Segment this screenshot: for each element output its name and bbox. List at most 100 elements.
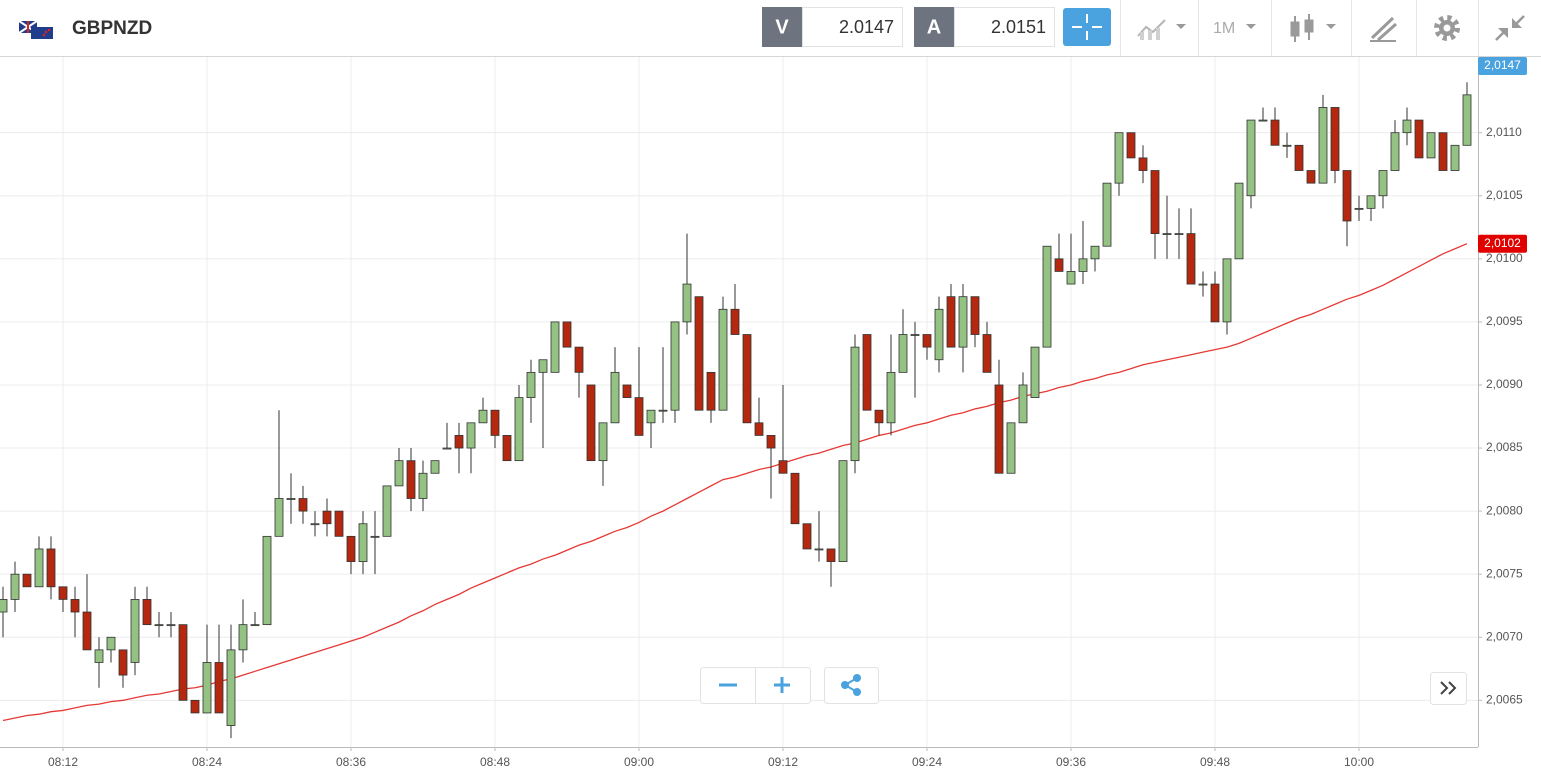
overlay: 2,0065 2,0070 2,0075 2,0080 2,0085 2,0090 2,00… [48,57,1527,769]
candle-body [790,472,800,525]
candle-body [418,472,428,499]
last-price-badge [1478,57,1527,75]
candle-body [166,624,176,627]
candle-body [1150,170,1160,234]
y-tick-label: 2,0080 [1486,503,1523,517]
candle-body [922,334,932,348]
candle-body [634,397,644,436]
ma-badge [1478,234,1527,253]
timeframe-dropdown[interactable] [1246,24,1256,29]
candle-body [406,460,416,499]
candle-body [994,384,1004,474]
ma-badge-label: 2,0102 [1484,236,1521,250]
candle-body [886,371,896,424]
candle-style-button[interactable] [1290,14,1336,42]
candle-body [502,435,512,462]
candle-body [538,359,548,373]
zoom-controls [700,667,1467,705]
x-tick-label: 08:24 [192,755,222,769]
candle-body [370,535,380,538]
y-tick-label: 2,0100 [1486,251,1523,265]
scroll-end-button[interactable] [1430,672,1467,705]
candle-body [10,573,20,600]
y-tick-label: 2,0095 [1486,314,1523,328]
flag-icon [18,20,53,39]
candle-body [1126,132,1136,159]
candle-body [862,334,872,411]
candle-body [1018,384,1028,424]
candle-body [382,485,392,537]
candle-body [298,498,308,512]
candle-body [202,662,212,714]
chart-type-button[interactable] [1137,19,1186,40]
draw-tool-button[interactable] [1370,16,1397,42]
candle-body [1114,132,1124,184]
candle-body [598,422,608,462]
x-tick-label: 09:00 [624,755,654,769]
candle-body [142,599,152,626]
candle-body [214,662,224,714]
candle-body [1054,258,1064,272]
candle-body [1342,170,1352,222]
candle-body [1258,119,1268,122]
candle-body [262,535,272,626]
candle-body [982,334,992,373]
candle-body [898,334,908,373]
candle-body [610,371,620,424]
candle-body [22,573,32,588]
candle-body [574,346,584,373]
moving-average-line [2,243,1468,722]
candle-body [1138,157,1148,171]
ask-box[interactable] [954,7,1055,47]
candle-body [1222,258,1232,323]
candle-body [514,397,524,462]
candle-body [1246,119,1256,197]
y-tick-label: 2,0105 [1486,188,1523,202]
candle-body [1414,119,1424,159]
candle-body [1426,132,1436,159]
timeframe[interactable]: 1M [1213,20,1235,37]
candle-body [1210,283,1220,323]
candle-body [190,699,200,714]
candle-body [766,435,776,449]
ask-price: 2.0151 [991,17,1046,37]
x-tick-label: 09:12 [768,755,798,769]
candle-body [1294,144,1304,171]
candle-body [1066,271,1076,285]
y-tick-label: 2,0075 [1486,566,1523,580]
candle-body [94,649,104,663]
candle-body [58,586,68,600]
last-price-badge-label: 2,0147 [1484,58,1521,72]
candle-body [970,296,980,335]
candle-body [1042,245,1052,348]
zoom-in-button[interactable] [774,677,790,693]
candle-body [526,371,536,398]
bid-box[interactable] [802,7,903,47]
candle-body [310,523,320,526]
settings-button[interactable] [1434,15,1460,41]
candle-body [334,510,344,537]
share-button[interactable] [824,667,879,704]
candle-body [838,460,848,562]
candle-body [550,321,560,373]
candle-body [682,283,692,323]
candle-body [586,384,596,462]
candle-body [670,321,680,411]
candle-body [274,498,284,537]
candle-body [118,649,128,676]
candle-body [0,599,8,613]
candle-body [1030,346,1040,398]
candle-body [1090,245,1100,260]
candle-body [1174,233,1184,235]
candle-body [1402,119,1412,134]
candle-body [1162,233,1172,235]
candle-body [250,624,260,627]
candle-body [1078,258,1088,272]
candle-body [1198,283,1208,286]
collapse-button[interactable] [1495,15,1525,41]
candle-body [1354,207,1364,210]
candle-body [106,636,116,651]
candle-body [730,308,740,335]
crosshair-button[interactable] [1063,8,1111,46]
